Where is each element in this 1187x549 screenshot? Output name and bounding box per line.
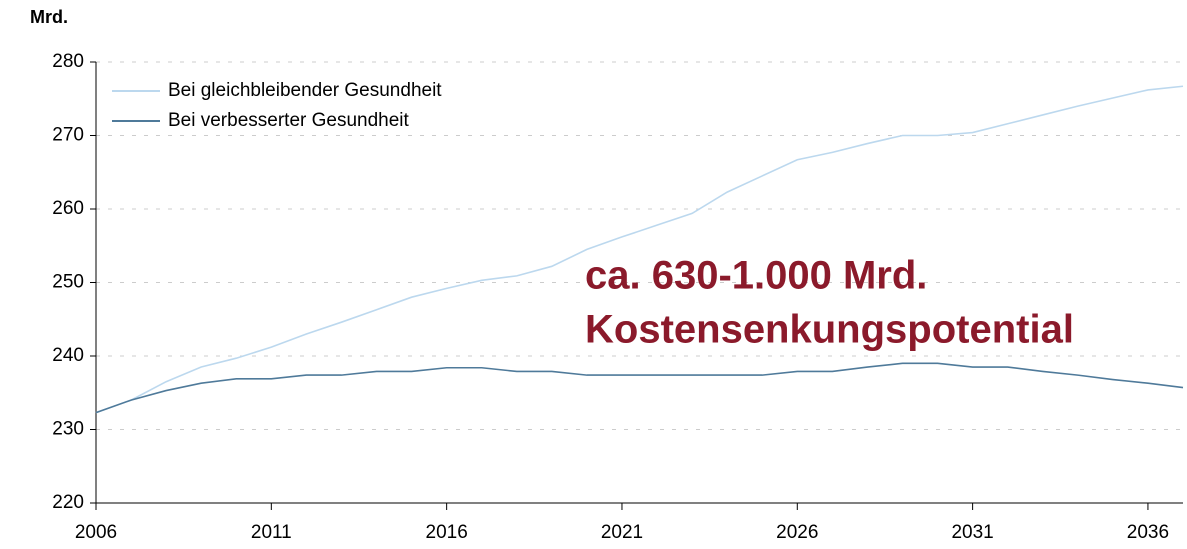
- x-tick-label: 2021: [601, 522, 643, 543]
- x-tick-label: 2011: [251, 522, 292, 543]
- y-tick-label: 280: [52, 51, 84, 72]
- legend-label: Bei verbesserter Gesundheit: [168, 110, 410, 131]
- y-tick-label: 260: [52, 198, 84, 219]
- x-tick-label: 2036: [1127, 522, 1169, 543]
- x-tick-label: 2031: [951, 522, 993, 543]
- line: [95, 85, 1184, 414]
- x-tick-label: 2026: [776, 522, 818, 543]
- y-axis-label: Mrd.: [30, 7, 68, 27]
- y-tick-label: 220: [52, 492, 84, 513]
- y-tick-label: 240: [52, 345, 84, 366]
- x-tick-label: 2006: [75, 522, 117, 543]
- y-tick-label: 230: [52, 419, 84, 440]
- x-tick-label: 2016: [426, 522, 468, 543]
- y-tick-label: 250: [52, 272, 84, 293]
- annotation: ca. 630-1.000 Mrd.: [585, 254, 927, 298]
- y-tick-label: 270: [52, 125, 84, 146]
- annotation: Kostensenkungspotential: [585, 308, 1074, 352]
- legend-label: Bei gleichbleibender Gesundheit: [168, 80, 442, 101]
- line: [95, 362, 1184, 414]
